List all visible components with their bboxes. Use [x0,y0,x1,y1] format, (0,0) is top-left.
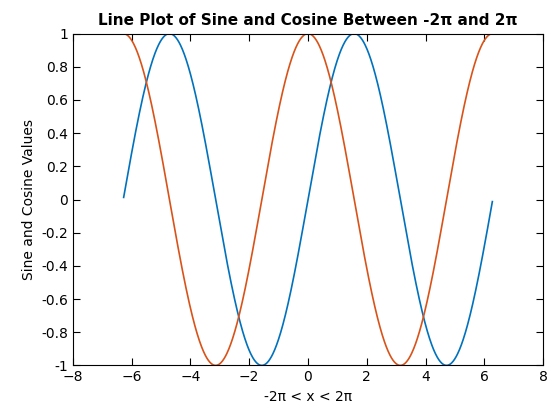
Y-axis label: Sine and Cosine Values: Sine and Cosine Values [21,119,35,280]
Title: Line Plot of Sine and Cosine Between -2π and 2π: Line Plot of Sine and Cosine Between -2π… [98,13,518,28]
X-axis label: -2π < x < 2π: -2π < x < 2π [264,390,352,404]
